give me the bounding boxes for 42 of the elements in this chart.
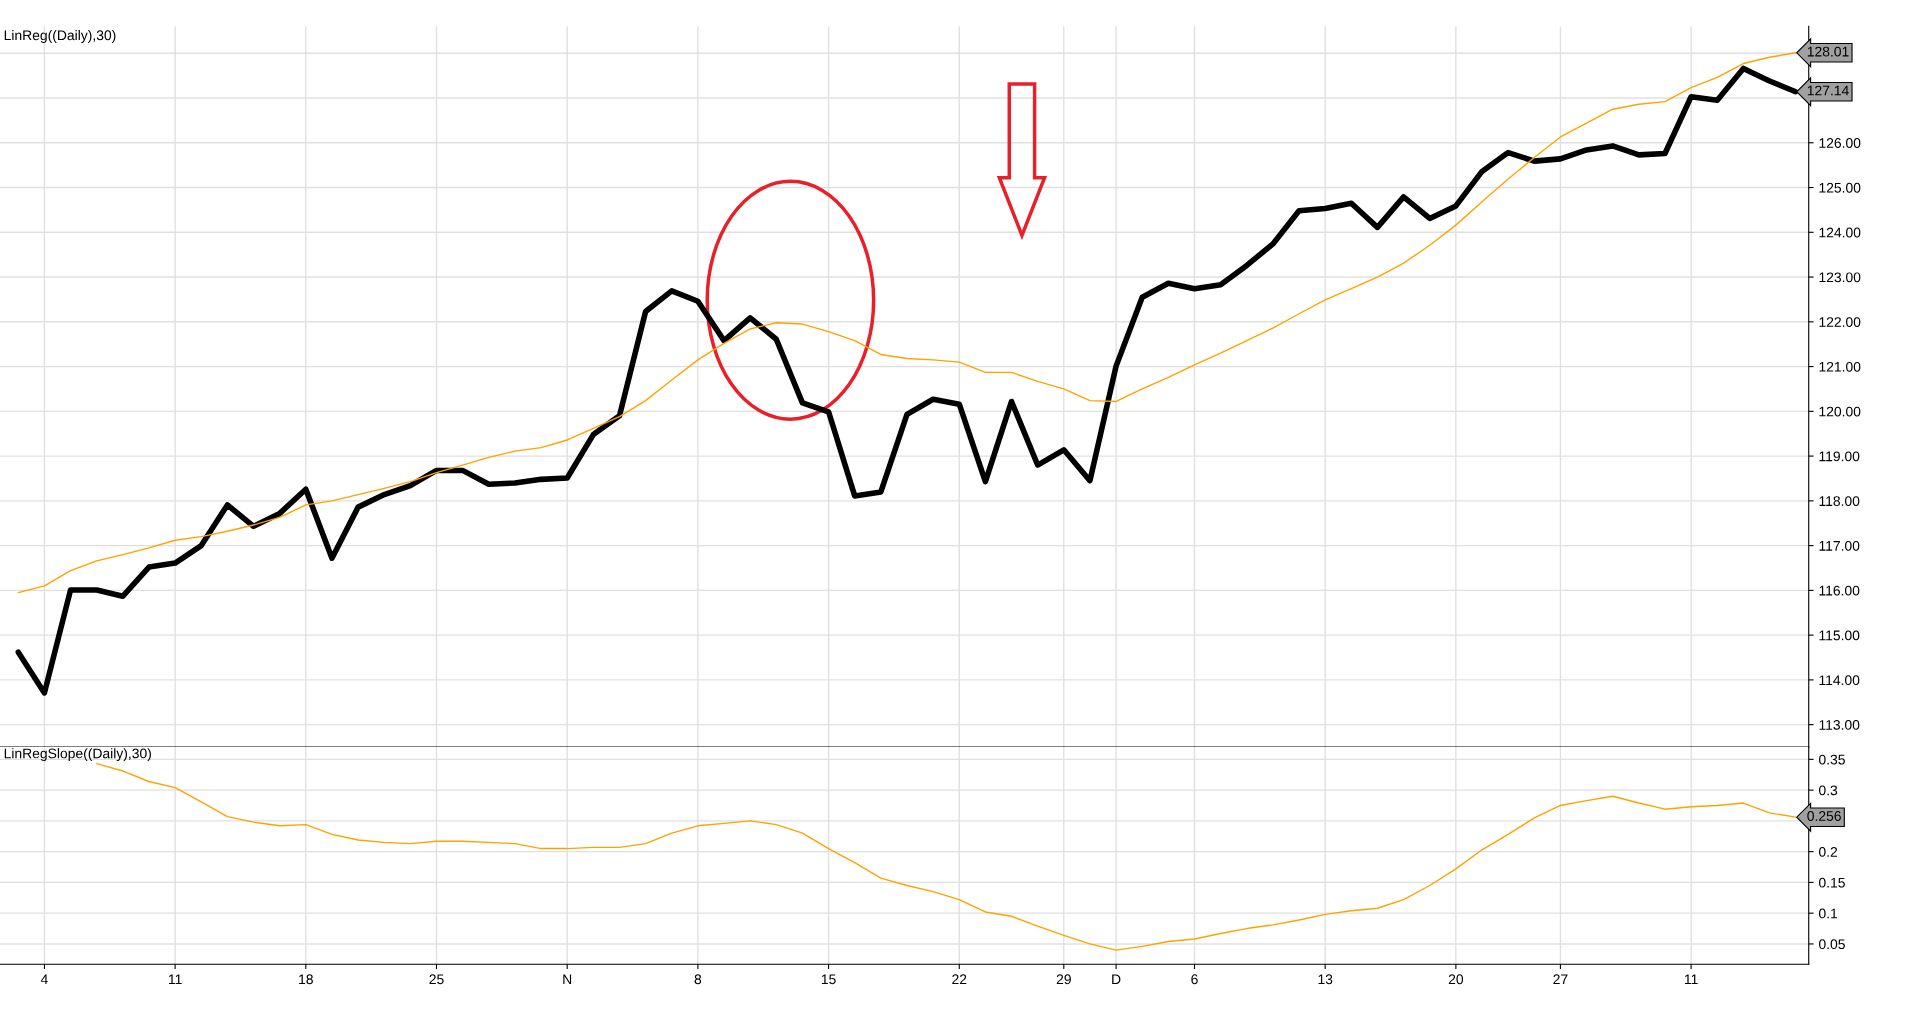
y-tick-label: 118.00 <box>1819 496 1860 507</box>
y-tick-label: 122.00 <box>1819 317 1861 327</box>
y-tick-label: 0.1 <box>1818 908 1838 919</box>
y-tick-label: 0.2 <box>1818 846 1838 857</box>
x-tick-label: 25 <box>429 974 444 985</box>
x-tick-label: 6 <box>1191 974 1198 985</box>
y-tick-label: 113.00 <box>1819 719 1860 730</box>
x-tick-label: D <box>1112 974 1121 985</box>
y-tick-label: 117.00 <box>1819 540 1860 551</box>
y-tick-label: 0.05 <box>1818 939 1845 950</box>
y-tick-label: 120.00 <box>1819 406 1861 417</box>
y-tick-label: 126.00 <box>1819 138 1861 148</box>
y-tick-label: 116.00 <box>1819 585 1860 596</box>
x-tick-label: N <box>563 974 572 985</box>
x-tick-label: 29 <box>1056 974 1071 985</box>
x-tick-label: 27 <box>1553 974 1568 985</box>
x-tick-label: 8 <box>694 974 702 985</box>
chart-title: LinRegSlope((Daily),30) <box>4 748 151 762</box>
y-tick-label: 124.00 <box>1819 227 1861 238</box>
data-label: 127.14 <box>1807 85 1849 96</box>
y-tick-label: 0.15 <box>1818 877 1845 888</box>
y-tick-label: 0.3 <box>1818 785 1838 796</box>
x-tick-label: 4 <box>40 974 48 985</box>
x-tick-label: 18 <box>299 974 313 985</box>
x-tick-label: 11 <box>1684 974 1698 985</box>
data-label: 0.256 <box>1807 811 1841 821</box>
y-tick-label: 115.00 <box>1819 630 1860 641</box>
x-tick-label: 15 <box>821 974 836 985</box>
x-tick-label: 13 <box>1318 974 1333 985</box>
y-tick-label: 125.00 <box>1819 182 1861 193</box>
x-tick-label: 11 <box>168 974 182 985</box>
y-tick-label: 121.00 <box>1819 361 1861 372</box>
chart-title: LinReg((Daily),30) <box>4 29 116 43</box>
y-tick-label: 114.00 <box>1819 675 1860 686</box>
y-tick-label: 123.00 <box>1819 272 1861 283</box>
x-tick-label: 22 <box>952 974 967 985</box>
x-tick-label: 20 <box>1448 974 1464 985</box>
y-tick-label: 119.00 <box>1819 451 1860 462</box>
y-tick-label: 0.35 <box>1818 754 1845 765</box>
line-series <box>96 762 1797 951</box>
line-series <box>17 52 1797 594</box>
data-label: 128.01 <box>1807 46 1849 57</box>
